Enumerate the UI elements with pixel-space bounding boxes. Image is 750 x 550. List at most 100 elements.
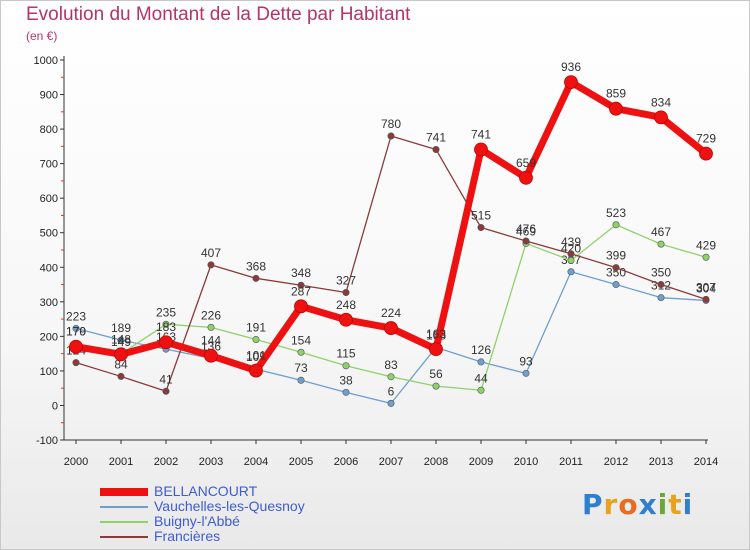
- data-label: 44: [474, 371, 488, 385]
- data-label: 41: [159, 372, 173, 386]
- legend-label: Buigny-l'Abbé: [154, 513, 240, 529]
- chart-title: Evolution du Montant de la Dette par Hab…: [26, 4, 411, 25]
- chart-subtitle: (en €): [26, 29, 58, 43]
- data-point: [612, 221, 620, 229]
- data-label: 136: [201, 339, 221, 353]
- y-tick-label: 200: [40, 331, 58, 343]
- data-point: [207, 323, 215, 331]
- logo-letter: i: [682, 488, 694, 521]
- data-point: [612, 281, 620, 289]
- data-point: [207, 261, 215, 269]
- logo-letter: t: [668, 488, 683, 521]
- data-point: [432, 145, 440, 153]
- y-tick-label: 100: [40, 366, 58, 378]
- data-point: [522, 237, 530, 245]
- y-tick-label: 900: [40, 90, 58, 102]
- data-label: 368: [246, 259, 266, 273]
- data-label: 515: [471, 209, 491, 223]
- data-point: [702, 295, 710, 303]
- data-label: 476: [516, 222, 536, 236]
- y-tick-label: 400: [40, 262, 58, 274]
- logo-letter: x: [638, 488, 658, 521]
- legend-swatch: [100, 536, 148, 538]
- x-tick-label: 2005: [289, 456, 313, 468]
- data-label: 189: [111, 321, 131, 335]
- legend-swatch: [100, 521, 148, 523]
- data-label: 148: [111, 332, 131, 346]
- x-tick-label: 2009: [469, 456, 493, 468]
- data-label: 729: [696, 132, 716, 146]
- data-label: 83: [384, 358, 398, 372]
- data-label: 439: [561, 235, 581, 249]
- data-point: [657, 294, 665, 302]
- data-label: 936: [561, 60, 581, 74]
- logo-letter: r: [603, 488, 619, 521]
- data-point: [72, 324, 80, 332]
- data-point: [612, 264, 620, 272]
- data-label: 429: [696, 238, 716, 252]
- data-point: [342, 288, 350, 296]
- data-point: [72, 359, 80, 367]
- data-point: [564, 75, 578, 90]
- x-tick-label: 2001: [109, 456, 133, 468]
- data-point: [519, 170, 533, 185]
- data-label: 149: [111, 335, 131, 349]
- data-point: [699, 146, 713, 161]
- y-tick-label: -100: [36, 435, 58, 447]
- data-label: 56: [429, 367, 443, 381]
- data-point: [387, 399, 395, 407]
- y-tick-label: 500: [40, 228, 58, 240]
- x-tick-label: 2011: [559, 456, 583, 468]
- data-point: [294, 299, 308, 314]
- data-label: 659: [516, 156, 536, 170]
- data-point: [297, 376, 305, 384]
- x-tick-label: 2013: [649, 456, 673, 468]
- y-tick-label: 0: [52, 400, 58, 412]
- data-label: 226: [201, 308, 221, 322]
- data-point: [342, 362, 350, 370]
- data-label: 304: [696, 281, 716, 295]
- data-point: [252, 274, 260, 282]
- x-tick-label: 2006: [334, 456, 358, 468]
- data-label: 73: [294, 361, 308, 375]
- data-point: [342, 388, 350, 396]
- data-point: [339, 312, 353, 327]
- data-label: 144: [201, 334, 221, 348]
- data-label: 327: [336, 273, 356, 287]
- data-label: 307: [696, 280, 716, 294]
- x-tick-label: 2014: [694, 456, 718, 468]
- data-label: 154: [291, 333, 311, 347]
- data-label: 224: [381, 306, 401, 320]
- data-label: 780: [381, 117, 401, 131]
- y-tick-label: 300: [40, 297, 58, 309]
- data-label: 183: [156, 320, 176, 334]
- data-label: 399: [606, 249, 626, 263]
- data-label: 93: [519, 354, 533, 368]
- data-point: [162, 320, 170, 328]
- data-point: [567, 250, 575, 258]
- data-label: 115: [336, 347, 355, 361]
- data-label: 469: [516, 224, 536, 238]
- data-point: [297, 281, 305, 289]
- proxiti-logo: Proxiti: [582, 488, 693, 521]
- data-point: [609, 101, 623, 116]
- logo-letter: i: [657, 488, 669, 521]
- x-tick-label: 2007: [379, 456, 403, 468]
- data-point: [474, 142, 488, 157]
- data-label: 191: [246, 320, 266, 334]
- data-point: [162, 387, 170, 395]
- data-label: 859: [606, 87, 626, 101]
- data-point: [702, 253, 710, 261]
- legend-label: Vauchelles-les-Quesnoy: [154, 498, 305, 514]
- data-label: 348: [291, 266, 311, 280]
- y-tick-label: 1000: [34, 55, 58, 67]
- data-label: 38: [339, 373, 353, 387]
- legend-label: BELLANCOURT: [154, 483, 258, 499]
- data-point: [384, 321, 398, 335]
- series-line: [75, 135, 707, 392]
- data-point: [657, 281, 665, 289]
- legend-swatch: [100, 488, 148, 496]
- data-label: 248: [336, 298, 356, 312]
